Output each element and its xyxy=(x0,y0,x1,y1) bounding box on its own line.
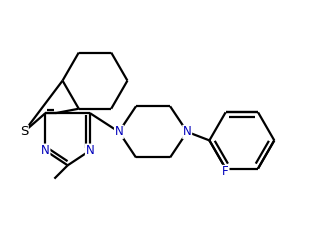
Text: N: N xyxy=(41,144,50,157)
Text: N: N xyxy=(85,144,94,157)
Text: N: N xyxy=(183,125,192,138)
Text: S: S xyxy=(20,125,28,138)
Text: N: N xyxy=(115,125,123,138)
Text: F: F xyxy=(222,165,229,178)
